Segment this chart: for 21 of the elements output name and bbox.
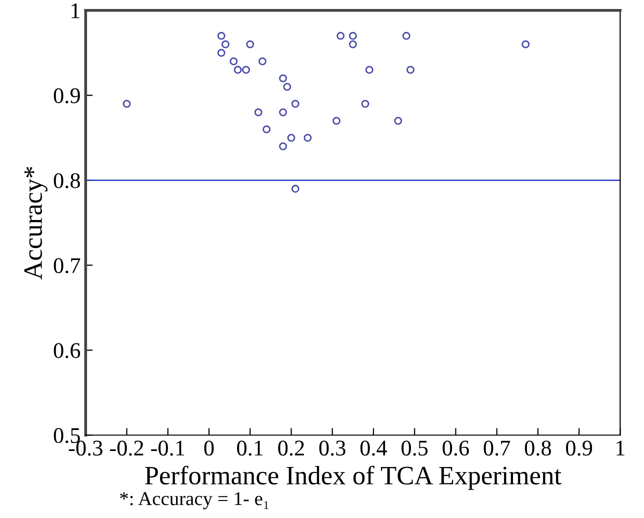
- x-tick-label: 1: [616, 440, 624, 456]
- x-tick-label: 0.7: [484, 440, 510, 456]
- y-tick-label: 0.6: [54, 343, 80, 358]
- y-tick-label: 1: [72, 3, 80, 18]
- x-tick-label: 0.1: [237, 440, 263, 456]
- y-tick-label: 0.9: [54, 88, 80, 104]
- x-tick-label: 0.4: [360, 440, 388, 456]
- text: *: Accuracy = 1- e₁: [120, 492, 268, 510]
- x-tick-label: -0.1: [151, 440, 184, 456]
- x-tick-label: 0.3: [319, 440, 346, 456]
- y-tick-label: 0.8: [54, 173, 80, 188]
- y-axis-title: Accuracy*: [24, 166, 48, 280]
- y-tick-label: 0.7: [54, 258, 80, 274]
- x-tick-label: 0.2: [278, 440, 304, 456]
- x-tick-label: 0.8: [524, 440, 551, 456]
- x-axis-title: Performance Index of TCA Experiment: [145, 466, 562, 490]
- x-tick-label: 0.5: [402, 440, 428, 456]
- x-tick-label: 0.6: [442, 440, 469, 456]
- x-tick-label: -0.2: [110, 440, 144, 456]
- x-tick-label: 0: [204, 440, 214, 456]
- x-tick-label: 0.9: [566, 440, 592, 456]
